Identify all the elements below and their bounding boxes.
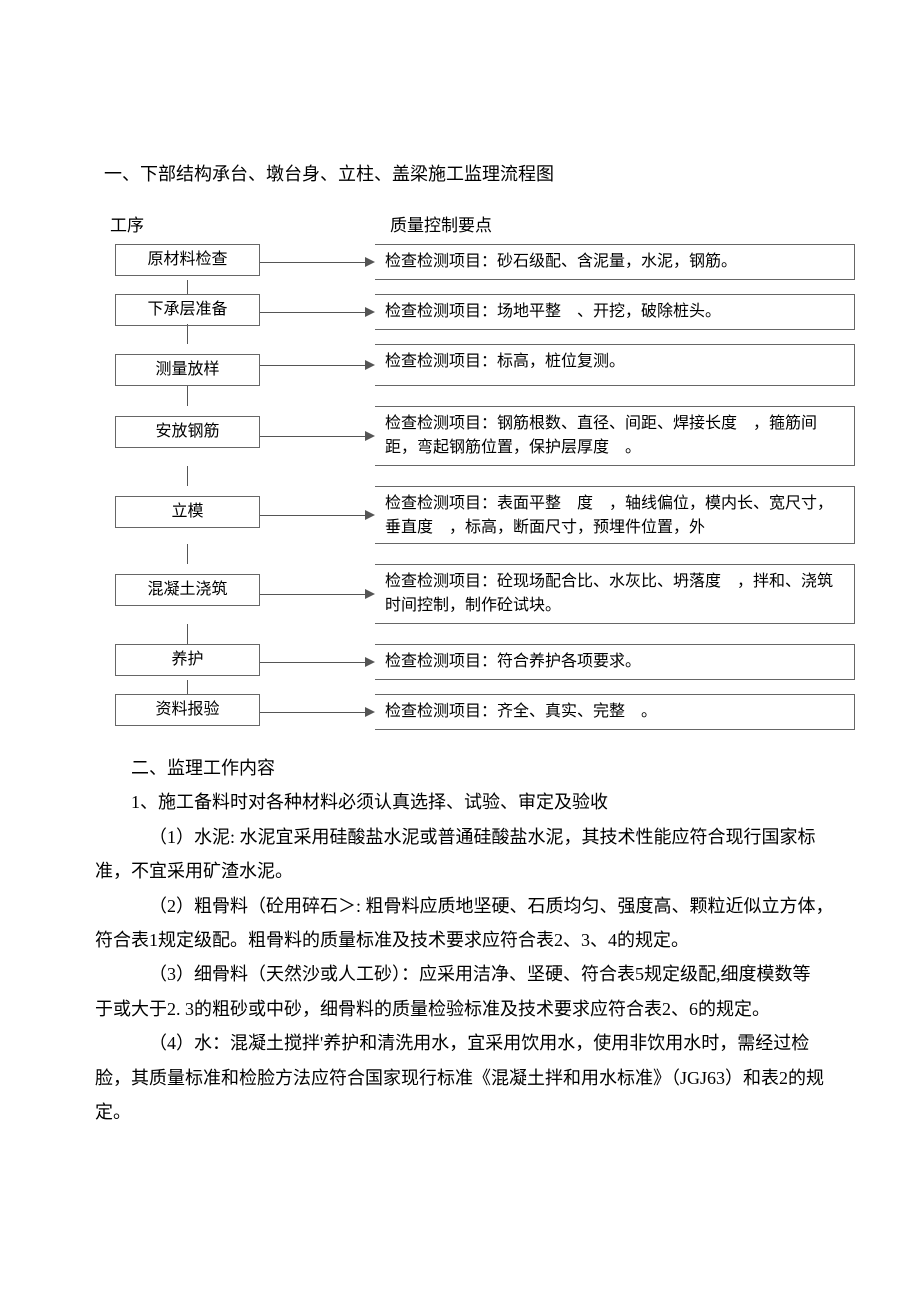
connector	[187, 324, 188, 344]
section2-title: 二、监理工作内容	[95, 752, 855, 784]
flowchart: 原材料检查 检查检测项目：砂石级配、含泥量，水泥，钢筋。下承层准备 检查检测项目：场…	[95, 244, 855, 730]
flow-row: 测量放样 检查检测项目：标高，桩位复测。	[95, 344, 855, 386]
arrow-head-icon	[365, 257, 375, 267]
arrow-head-icon	[365, 431, 375, 441]
arrow-line	[260, 312, 365, 313]
arrow	[260, 257, 375, 267]
para-1: 1、施工备料时对各种材料必须认真选择、试验、审定及验收	[95, 786, 855, 818]
control-box: 检查检测项目：钢筋根数、直径、间距、焊接长度 ，箍筋间距，弯起钢筋位置，保护层厚…	[375, 406, 855, 466]
control-box: 检查检测项目：齐全、真实、完整 。	[375, 694, 855, 730]
arrow-line	[260, 365, 365, 366]
arrow-head-icon	[365, 707, 375, 717]
step-box: 养护	[115, 644, 260, 676]
connector	[187, 280, 188, 294]
connector	[187, 544, 188, 564]
flow-row: 养护 检查检测项目：符合养护各项要求。	[95, 644, 855, 680]
control-box: 检查检测项目：砂石级配、含泥量，水泥，钢筋。	[375, 244, 855, 280]
step-box: 下承层准备	[115, 294, 260, 326]
flow-row: 下承层准备 检查检测项目：场地平整 、开挖，破除桩头。	[95, 294, 855, 330]
para-5c: 定。	[95, 1096, 855, 1128]
step-box: 资料报验	[115, 694, 260, 726]
arrow	[260, 307, 375, 317]
connector	[187, 466, 188, 486]
arrow-head-icon	[365, 307, 375, 317]
header-left: 工序	[110, 211, 390, 236]
para-4b: 于或大于2. 3的粗砂或中砂，细骨料的质量检验标准及技术要求应符合表2、6的规定…	[95, 993, 855, 1025]
arrow-line	[260, 712, 365, 713]
arrow	[260, 657, 375, 667]
arrow-line	[260, 594, 365, 595]
arrow-head-icon	[365, 510, 375, 520]
arrow-line	[260, 515, 365, 516]
step-box: 安放钢筋	[115, 416, 260, 448]
connector	[187, 386, 188, 406]
flow-row: 混凝土浇筑 检查检测项目：砼现场配合比、水灰比、坍落度 ，拌和、浇筑时间控制，制作…	[95, 564, 855, 624]
flow-row: 原材料检查 检查检测项目：砂石级配、含泥量，水泥，钢筋。	[95, 244, 855, 280]
control-box: 检查检测项目：表面平整 度 ，轴线偏位，模内长、宽尺寸，垂直度 ，标高，断面尺寸…	[375, 486, 855, 544]
arrow	[260, 707, 375, 717]
arrow-line	[260, 436, 365, 437]
flow-row: 安放钢筋 检查检测项目：钢筋根数、直径、间距、焊接长度 ，箍筋间距，弯起钢筋位置，…	[95, 406, 855, 466]
section1-title: 一、下部结构承台、墩台身、立柱、盖梁施工监理流程图	[95, 160, 855, 186]
arrow-line	[260, 662, 365, 663]
connector	[187, 680, 188, 694]
para-2: （1）水泥: 水泥宜采用硅酸盐水泥或普通硅酸盐水泥，其技术性能应符合现行国家标	[95, 821, 855, 853]
para-4: （3）细骨料（天然沙或人工砂）：应采用洁净、坚硬、符合表5规定级配,细度模数等	[95, 958, 855, 990]
connector	[187, 624, 188, 644]
para-3: （2）粗骨料（砼用碎石＞: 粗骨料应质地坚硬、石质均匀、强度高、颗粒近似立方体，	[95, 890, 855, 922]
content-section: 二、监理工作内容 1、施工备料时对各种材料必须认真选择、试验、审定及验收 （1）…	[95, 752, 855, 1128]
header-right: 质量控制要点	[390, 211, 492, 236]
step-box: 原材料检查	[115, 244, 260, 276]
arrow-line	[260, 262, 365, 263]
step-box: 混凝土浇筑	[115, 574, 260, 606]
control-box: 检查检测项目：标高，桩位复测。	[375, 344, 855, 386]
arrow-head-icon	[365, 360, 375, 370]
step-box: 立模	[115, 496, 260, 528]
para-2b: 准，不宜采用矿渣水泥。	[95, 855, 855, 887]
flow-header: 工序 质量控制要点	[95, 211, 855, 236]
arrow-head-icon	[365, 589, 375, 599]
arrow	[260, 431, 375, 441]
control-box: 检查检测项目：场地平整 、开挖，破除桩头。	[375, 294, 855, 330]
arrow	[260, 360, 375, 370]
arrow	[260, 589, 375, 599]
arrow-head-icon	[365, 657, 375, 667]
flow-row: 资料报验 检查检测项目：齐全、真实、完整 。	[95, 694, 855, 730]
para-5: （4）水：混凝土搅拌'养护和清洗用水，宜采用饮用水，使用非饮用水时，需经过检	[95, 1027, 855, 1059]
control-box: 检查检测项目：符合养护各项要求。	[375, 644, 855, 680]
control-box: 检查检测项目：砼现场配合比、水灰比、坍落度 ，拌和、浇筑时间控制，制作砼试块。	[375, 564, 855, 624]
para-3b: 符合表1规定级配。粗骨料的质量标准及技术要求应符合表2、3、4的规定。	[95, 924, 855, 956]
arrow	[260, 510, 375, 520]
flow-row: 立模 检查检测项目：表面平整 度 ，轴线偏位，模内长、宽尺寸，垂直度 ，标高，断面…	[95, 486, 855, 544]
step-box: 测量放样	[115, 354, 260, 386]
para-5b: 脸，其质量标准和检脸方法应符合国家现行标准《混凝土拌和用水标准》（JGJ63）和…	[95, 1062, 855, 1094]
